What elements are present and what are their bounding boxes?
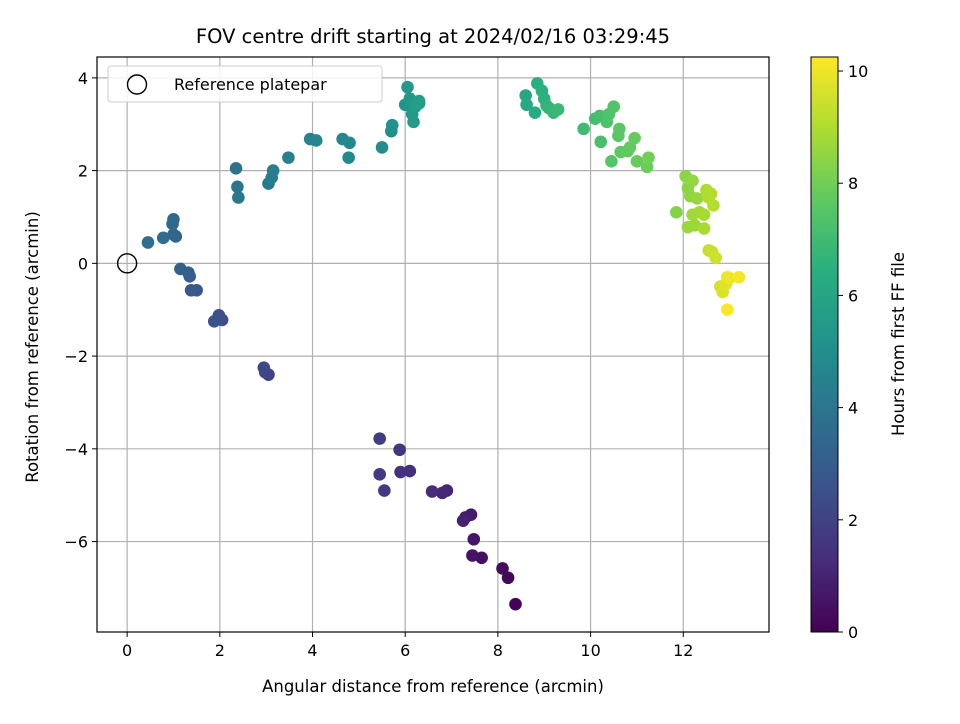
data-point-51: [401, 80, 414, 94]
data-point-45: [343, 136, 356, 150]
x-tick-label-2: 4: [307, 641, 317, 660]
data-point-77: [613, 122, 626, 136]
x-tick-label-6: 12: [673, 641, 693, 660]
data-point-33: [156, 231, 170, 245]
data-point-74: [607, 100, 621, 113]
axes: 0 2 4 6 8 10 12 −6 −4 −2 0 2 4: [64, 56, 770, 660]
data-point-108: [723, 271, 736, 285]
data-point-71: [594, 135, 608, 149]
data-point-82: [630, 155, 644, 168]
data-point-85: [670, 206, 683, 219]
data-point-41: [282, 151, 295, 164]
y-tick-label-4: 2: [78, 162, 88, 181]
data-point-57: [412, 94, 426, 108]
data-point-28: [174, 262, 187, 276]
data-point-16: [373, 468, 387, 481]
data-point-34: [141, 236, 155, 249]
data-point-15: [378, 484, 391, 497]
data-point-95: [697, 208, 711, 221]
data-point-96: [697, 222, 711, 235]
data-point-109: [732, 270, 746, 284]
y-tick-label-5: 4: [78, 69, 88, 88]
data-point-14: [393, 443, 406, 457]
data-point-8: [456, 514, 470, 528]
data-point-25: [184, 283, 198, 297]
data-point-47: [375, 141, 389, 154]
data-point-60: [528, 106, 542, 119]
colorbar-tick-label-4: 8: [848, 174, 858, 193]
chart-title: FOV centre drift starting at 2024/02/16 …: [196, 25, 670, 48]
data-point-84: [642, 151, 655, 164]
x-axis-label: Angular distance from reference (arcmin): [262, 677, 604, 696]
reference-platepar-marker: [116, 253, 138, 274]
x-tick-label-1: 2: [215, 641, 225, 660]
data-point-11: [425, 485, 439, 498]
y-axis-label: Rotation from reference (arcmin): [23, 211, 42, 483]
colorbar-tick-label-5: 10: [848, 62, 868, 81]
data-point-67: [551, 103, 565, 116]
colorbar: 0 2 4 6 8 10: [810, 56, 868, 642]
x-tick-label-4: 8: [493, 641, 503, 660]
data-point-20: [257, 361, 271, 374]
colorbar-gradient: [810, 56, 839, 633]
data-point-49: [385, 118, 399, 132]
data-point-58: [519, 89, 532, 102]
data-point-110: [720, 303, 734, 317]
data-point-12: [403, 464, 417, 478]
data-point-100: [707, 199, 720, 212]
data-point-17: [373, 432, 387, 445]
colorbar-tick-label-2: 4: [848, 399, 858, 418]
data-point-68: [577, 122, 590, 136]
data-point-5: [467, 532, 481, 546]
data-point-90: [690, 192, 704, 205]
y-tick-label-3: 0: [78, 254, 88, 273]
colorbar-tick-label-1: 2: [848, 511, 858, 530]
data-point-23: [207, 315, 221, 328]
data-point-37: [232, 191, 245, 204]
colorbar-label: Hours from first FF file: [889, 252, 908, 436]
data-point-32: [167, 212, 180, 226]
data-point-46: [342, 151, 355, 164]
y-tick-label-0: −6: [64, 533, 88, 552]
colorbar-tick-label-0: 0: [848, 623, 858, 642]
y-tick-label-1: −4: [64, 440, 88, 459]
legend-label-reference-platepar: Reference platepar: [174, 75, 327, 94]
data-point-103: [709, 251, 723, 265]
grid: [97, 57, 769, 632]
x-tick-label-3: 6: [400, 641, 410, 660]
data-point-1: [501, 571, 515, 585]
data-point-0: [509, 597, 522, 611]
data-point-54: [407, 115, 420, 129]
data-point-4: [466, 549, 479, 562]
data-points: [116, 77, 746, 611]
data-point-43: [309, 134, 323, 147]
data-point-75: [605, 155, 618, 168]
data-point-81: [628, 131, 641, 145]
data-point-59: [520, 98, 533, 112]
x-tick-label-5: 10: [580, 641, 600, 660]
colorbar-tick-label-3: 6: [848, 286, 858, 305]
data-point-30: [167, 228, 180, 241]
data-point-13: [394, 465, 407, 479]
y-tick-label-2: −2: [64, 347, 88, 366]
data-point-10: [435, 486, 449, 500]
data-point-80: [623, 141, 637, 154]
data-point-83: [640, 160, 654, 174]
data-point-35: [229, 161, 243, 175]
data-point-40: [266, 164, 280, 177]
legend: Reference platepar: [107, 65, 383, 103]
data-point-36: [231, 180, 244, 194]
legend-marker-reference-platepar: [126, 74, 148, 95]
legend-box: [107, 65, 383, 103]
data-point-99: [704, 187, 718, 201]
plot-frame: [96, 56, 770, 633]
data-point-89: [686, 174, 699, 188]
x-tick-label-0: 0: [122, 641, 132, 660]
data-point-2: [496, 562, 509, 575]
